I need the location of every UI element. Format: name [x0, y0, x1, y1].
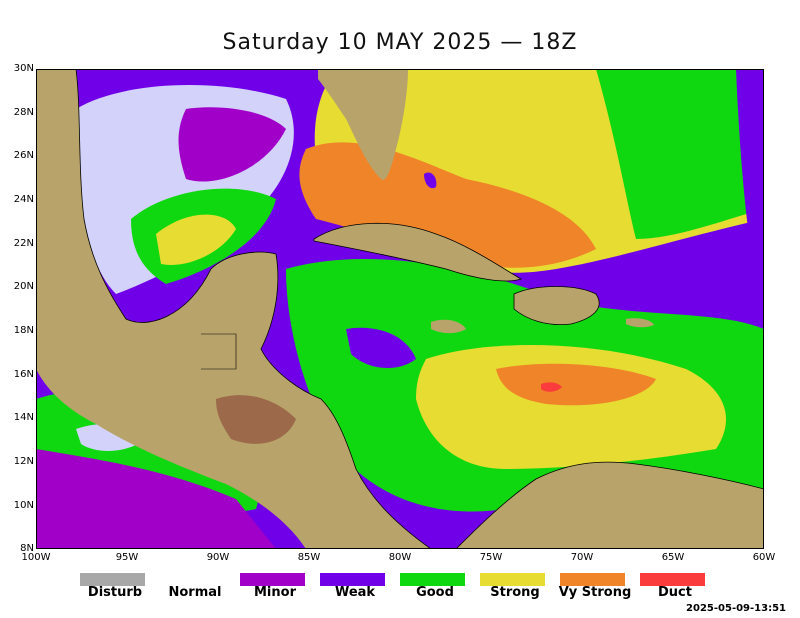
lon-label: 60W [752, 552, 776, 563]
legend-swatch [240, 573, 305, 586]
legend-label: Weak [334, 585, 376, 600]
lon-label: 100W [21, 552, 51, 563]
lon-label: 90W [206, 552, 230, 563]
lon-label: 80W [388, 552, 412, 563]
land-bahamas [424, 172, 437, 189]
lat-label: 12N [13, 456, 34, 467]
ducting-map [36, 69, 764, 549]
coastline-cuba [313, 222, 522, 282]
lat-label: 24N [13, 194, 34, 205]
legend-label: Normal [168, 585, 222, 600]
legend-swatch [320, 573, 385, 586]
legend-swatch [560, 573, 625, 586]
coastline-south-america [455, 461, 764, 549]
region-atlantic-good [596, 69, 764, 239]
legend-swatch [400, 573, 465, 586]
lon-label: 95W [115, 552, 139, 563]
legend-swatch [160, 573, 225, 586]
land-florida [318, 69, 408, 180]
region-caribbean-strong [416, 345, 726, 469]
lon-label: 70W [570, 552, 594, 563]
lat-label: 10N [13, 500, 34, 511]
legend-label: Minor [254, 585, 296, 600]
map-title: Saturday 10 MAY 2025 — 18Z [222, 30, 578, 55]
legend-label: Vy Strong [558, 585, 632, 600]
coastline-mexico [75, 69, 432, 549]
legend-swatch [480, 573, 545, 586]
region-caribbean-vystrong [496, 363, 656, 406]
lat-label: 28N [13, 107, 34, 118]
legend-label: Duct [658, 585, 692, 600]
legend-label: Good [416, 585, 454, 600]
land-hispaniola [514, 286, 600, 325]
land-jamaica [431, 319, 466, 334]
lon-label: 85W [297, 552, 321, 563]
region-pacific-weak [36, 449, 276, 549]
legend-swatch [640, 573, 705, 586]
lat-label: 26N [13, 150, 34, 161]
lon-label: 75W [479, 552, 503, 563]
legend-swatch [80, 573, 145, 586]
lat-label: 30N [13, 63, 34, 74]
timestamp: 2025-05-09-13:51 [686, 603, 786, 614]
lat-label: 16N [13, 369, 34, 380]
lat-label: 22N [13, 238, 34, 249]
lat-label: 20N [13, 281, 34, 292]
map-frame [36, 69, 764, 549]
land-mexico [36, 69, 431, 549]
land-cuba [314, 223, 521, 281]
region-gulf-strong [156, 214, 236, 265]
coastline-hispaniola [513, 286, 600, 326]
border-guatemala [201, 333, 237, 370]
lat-label: 14N [13, 412, 34, 423]
region-caribbean-weak [346, 327, 416, 369]
region-atlantic-vystrong [299, 142, 596, 268]
land-puerto-rico [626, 318, 654, 328]
region-atlantic-weak [736, 69, 764, 319]
legend-label: Strong [490, 585, 540, 600]
legend-label: Disturb [87, 585, 143, 600]
terrain-highlands [216, 395, 296, 444]
lon-label: 65W [661, 552, 685, 563]
lat-label: 18N [13, 325, 34, 336]
region-caribbean-duct [541, 382, 562, 392]
lat-label: 8N [20, 543, 34, 554]
land-south-america [456, 462, 764, 549]
region-gulf-minor [178, 107, 286, 182]
